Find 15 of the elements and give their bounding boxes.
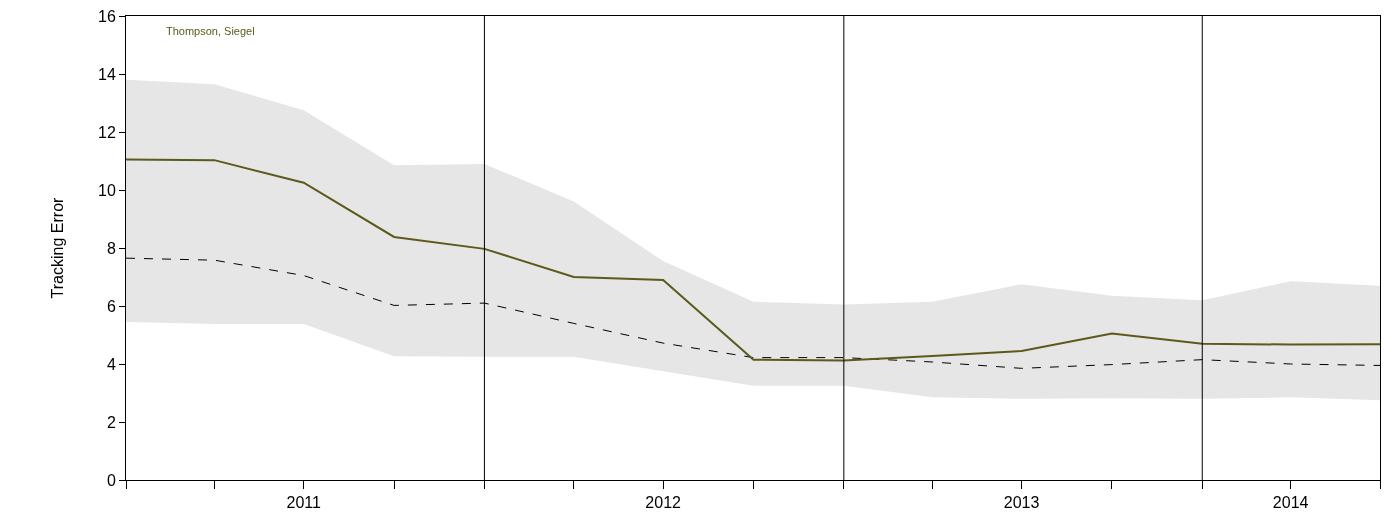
y-tick-label: 2 [106,413,116,431]
x-tick-label: 2011 [286,494,322,512]
y-tick-label: 12 [98,123,116,141]
y-tick-label: 8 [106,239,116,257]
x-tick-label: 2014 [1272,494,1309,512]
y-axis-title: Tracking Error [48,196,66,299]
y-tick-label: 0 [106,471,116,489]
y-tick-label: 6 [106,297,116,315]
y-tick-label: 10 [98,181,116,199]
y-tick-label: 4 [106,355,116,373]
y-tick-label: 16 [98,7,116,25]
y-tick-label: 14 [98,65,116,83]
x-tick-label: 2013 [1003,494,1040,512]
text: Thompson, Siegel [166,25,255,37]
x-tick-label: 2012 [645,494,682,512]
